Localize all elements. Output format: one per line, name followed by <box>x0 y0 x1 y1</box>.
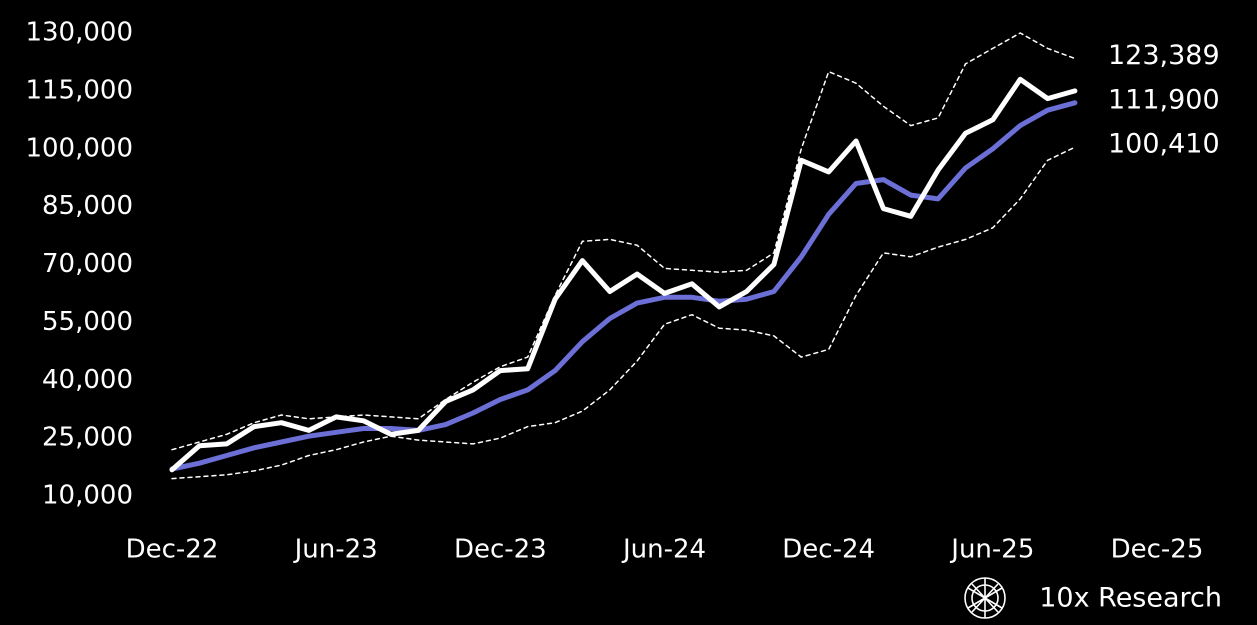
band-line <box>171 32 1076 451</box>
series-line <box>169 100 1078 472</box>
x-tick-label: Jun-23 <box>293 535 378 565</box>
x-tick-label: Jun-24 <box>621 535 706 565</box>
band-line <box>171 146 1076 480</box>
y-tick-label: 25,000 <box>42 423 133 453</box>
y-tick-label: 85,000 <box>42 191 133 221</box>
x-tick-label: Dec-22 <box>126 535 219 565</box>
end-value-label: 123,389 <box>1108 40 1220 71</box>
series-line <box>169 76 1078 473</box>
y-tick-label: 40,000 <box>42 365 133 395</box>
brand-logo <box>964 577 1006 619</box>
end-value-label: 100,410 <box>1108 129 1220 160</box>
y-tick-label: 55,000 <box>42 307 133 337</box>
end-value-label: 111,900 <box>1108 84 1220 115</box>
brand-name: 10x Research <box>1039 583 1222 614</box>
y-tick-label: 115,000 <box>25 75 133 105</box>
y-tick-label: 10,000 <box>42 481 133 511</box>
x-tick-label: Dec-25 <box>1111 535 1204 565</box>
y-tick-label: 130,000 <box>25 18 133 48</box>
x-tick-label: Dec-23 <box>454 535 547 565</box>
y-tick-label: 100,000 <box>25 133 133 163</box>
x-tick-label: Jun-25 <box>949 535 1034 565</box>
y-tick-label: 70,000 <box>42 249 133 279</box>
x-tick-label: Dec-24 <box>782 535 875 565</box>
